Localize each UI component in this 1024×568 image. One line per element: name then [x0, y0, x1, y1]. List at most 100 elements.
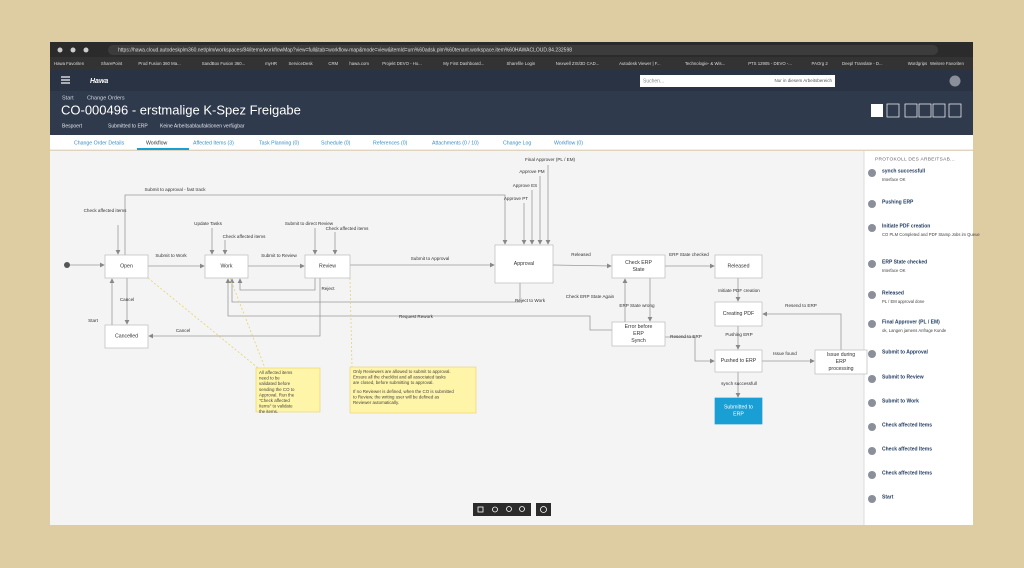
close-button[interactable]: [948, 103, 962, 118]
search-box[interactable]: [640, 75, 835, 87]
state-label: Open: [120, 264, 133, 270]
bookmark[interactable]: Projekt DEVO - Ho...: [382, 61, 422, 66]
bookmark[interactable]: CRM: [328, 61, 338, 66]
state-label: Creating PDF: [723, 311, 754, 317]
breadcrumb[interactable]: Start: [62, 95, 74, 101]
bookmark[interactable]: SandBox Fusion 360...: [202, 61, 245, 66]
tab[interactable]: References (0): [373, 140, 408, 146]
transition-label[interactable]: Submit to Approval: [411, 256, 450, 261]
bookmark[interactable]: Hawa Favoriten: [54, 61, 85, 66]
window-button[interactable]: [932, 103, 946, 118]
down-button[interactable]: [918, 103, 932, 118]
transition-label[interactable]: Request Rework: [399, 314, 434, 319]
note: [349, 366, 477, 414]
more-button[interactable]: [886, 103, 900, 118]
transition-label[interactable]: Final Approver (PL / EM): [525, 157, 576, 162]
bookmark-bar: [50, 57, 973, 70]
transition-label[interactable]: Reject: [321, 286, 335, 291]
tab[interactable]: Change Log: [503, 140, 531, 146]
user-avatar: [868, 375, 876, 383]
transition-label[interactable]: Check affected items: [84, 208, 128, 213]
favorite-button[interactable]: [871, 104, 883, 117]
transition-label[interactable]: Submit to direct Review: [285, 221, 334, 226]
transition-label[interactable]: Submit to approval - fast track: [144, 187, 206, 192]
breadcrumb[interactable]: Change Orders: [87, 95, 125, 101]
transition-label[interactable]: Released: [571, 252, 591, 257]
transition-label[interactable]: Approve PM: [519, 169, 544, 174]
transition-label[interactable]: Initiate PDF creation: [718, 288, 760, 293]
bookmark[interactable]: Deepl Translate - D...: [842, 61, 883, 66]
transition-label[interactable]: Submit to Work: [155, 253, 187, 258]
bookmark[interactable]: Nexwell ZIS/3D CAD...: [556, 61, 599, 66]
transition-label[interactable]: Start: [88, 318, 98, 323]
note-text: Only Reviewers are allowed to submit to …: [353, 369, 451, 385]
menu-icon[interactable]: [61, 76, 70, 84]
state-label: Cancelled: [115, 334, 138, 340]
history-comment: PL / EM approval done: [882, 299, 925, 304]
workflow-state: [714, 349, 763, 373]
zoom-out-icon[interactable]: [519, 506, 525, 512]
state-label: Review: [319, 264, 336, 270]
transition-label[interactable]: Check affected items: [326, 226, 370, 231]
bookmark[interactable]: hawa.com: [349, 61, 369, 66]
meta-item: Keine Arbeitsablaufaktionen verfügbar: [160, 123, 245, 129]
bookmark[interactable]: Technologie- & Wis...: [685, 61, 725, 66]
transition-label[interactable]: Pushing ERP: [725, 332, 752, 337]
transition-label[interactable]: synch successfull: [721, 381, 757, 386]
transition-label[interactable]: Resend to ERP: [670, 334, 702, 339]
transition-label[interactable]: Issue found: [773, 351, 797, 356]
center-icon[interactable]: [492, 506, 498, 513]
transition-label[interactable]: Cancel: [120, 297, 134, 302]
tab[interactable]: Workflow (0): [554, 140, 583, 146]
bookmark[interactable]: Autodesk Viewer | F...: [619, 61, 660, 66]
bookmark[interactable]: My First Dashboard...: [443, 61, 484, 66]
zoom-in-icon[interactable]: [506, 506, 512, 512]
bookmark[interactable]: PTS 12905 - DEVO -...: [748, 61, 792, 66]
node-layer: Open Work Review Approval Check ERP State Rele…: [104, 244, 868, 425]
edges: [70, 165, 842, 398]
transition-label[interactable]: Reject to Work: [515, 298, 546, 303]
bookmark[interactable]: Wordgrips: [908, 61, 928, 66]
reset-icon[interactable]: [540, 506, 547, 513]
tab[interactable]: Attachments (0 / 10): [432, 140, 479, 146]
fit-icon[interactable]: [477, 506, 484, 513]
transition-label[interactable]: Resend to ERP: [785, 303, 817, 308]
history-action: Pushing ERP: [882, 199, 914, 205]
history-comment: ok, Langen jamens Anfrage Kunde: [882, 328, 947, 333]
history-button[interactable]: [536, 503, 551, 516]
transition-label[interactable]: Submit to Review: [261, 253, 297, 258]
bookmark[interactable]: ServiceDesk: [289, 61, 314, 66]
transition-label[interactable]: Check affected items: [223, 234, 267, 239]
bookmark[interactable]: SharePoint: [101, 61, 123, 66]
transition-label[interactable]: ERP State wrong: [619, 303, 655, 308]
bookmark[interactable]: PAOrg 2: [812, 61, 829, 66]
transition-label[interactable]: ERP State checked: [669, 252, 709, 257]
workflow-state: [714, 254, 763, 279]
user-avatar: [868, 350, 876, 358]
search-scope: Nur in diesem Arbeitsbereich: [774, 78, 832, 83]
transition-label[interactable]: Approve PT: [504, 196, 528, 201]
user-avatar: [868, 447, 876, 455]
bookmark[interactable]: Prod Fusion 360 Ma...: [138, 61, 180, 66]
user-avatar: [868, 260, 876, 268]
tab[interactable]: Affected Items (3): [193, 140, 234, 146]
zoom-toolbar: [473, 503, 531, 516]
user-avatar: [868, 224, 876, 232]
note-text: All affected items need to be validated be…: [259, 370, 295, 414]
tab[interactable]: Workflow: [146, 140, 167, 146]
tab[interactable]: Schedule (0): [321, 140, 351, 146]
avatar[interactable]: [949, 75, 961, 87]
workflow-state: [714, 397, 763, 425]
transition-label[interactable]: Update Tasks: [194, 221, 222, 226]
transition-label[interactable]: Check ERP State Again: [566, 294, 615, 299]
tab[interactable]: Task Planning (0): [259, 140, 299, 146]
up-button[interactable]: [904, 103, 918, 118]
transition-label[interactable]: Cancel: [176, 328, 190, 333]
transition-label[interactable]: Approve ES: [513, 183, 538, 188]
bookmark[interactable]: Weitere Favoriten: [930, 61, 964, 66]
bookmark[interactable]: myHR: [265, 61, 277, 66]
bookmark[interactable]: Sharefile Login: [507, 61, 536, 66]
tab[interactable]: Change Order Details: [74, 140, 125, 146]
url-field[interactable]: [108, 45, 938, 55]
